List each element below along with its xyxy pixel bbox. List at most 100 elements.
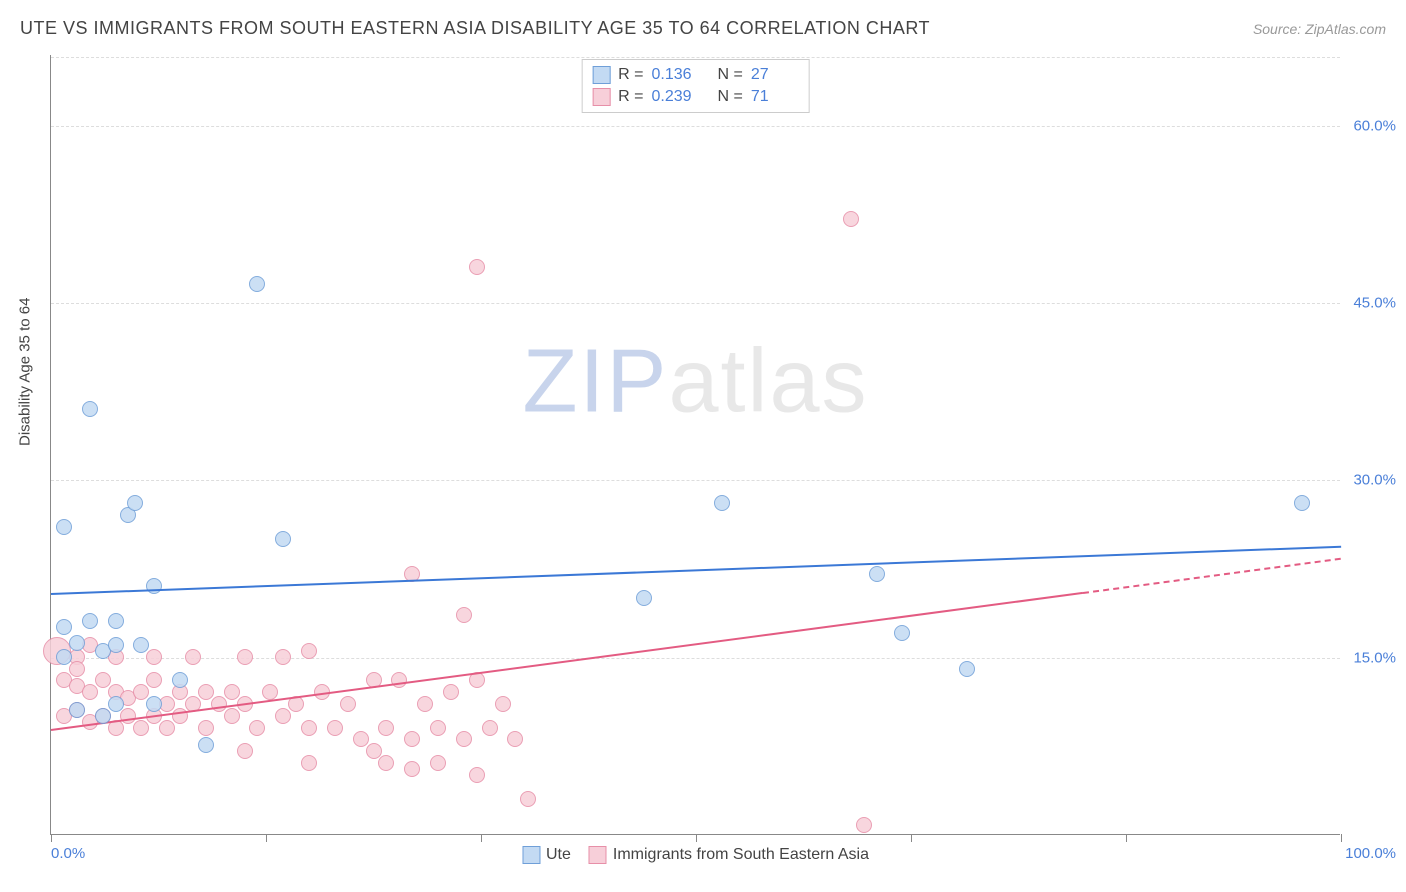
watermark: ZIPatlas (522, 331, 868, 434)
data-point-sea (301, 720, 317, 736)
regression-line-sea (51, 592, 1083, 731)
data-point-sea (495, 696, 511, 712)
data-point-ute (636, 590, 652, 606)
x-tick (1126, 834, 1127, 842)
data-point-sea (378, 720, 394, 736)
n-value-ute: 27 (751, 66, 799, 84)
data-point-sea (391, 672, 407, 688)
legend-item-sea: Immigrants from South Eastern Asia (589, 846, 869, 864)
data-point-sea (856, 817, 872, 833)
data-point-ute (172, 672, 188, 688)
legend-swatch-sea-icon (589, 846, 607, 864)
data-point-sea (146, 672, 162, 688)
data-point-sea (404, 731, 420, 747)
data-point-sea (275, 649, 291, 665)
data-point-sea (159, 720, 175, 736)
data-point-sea (237, 743, 253, 759)
data-point-sea (353, 731, 369, 747)
n-value-sea: 71 (751, 88, 799, 106)
data-point-ute (198, 737, 214, 753)
data-point-sea (430, 720, 446, 736)
data-point-sea (224, 684, 240, 700)
data-point-ute (133, 637, 149, 653)
data-point-sea (469, 767, 485, 783)
data-point-sea (146, 649, 162, 665)
data-point-ute (69, 635, 85, 651)
data-point-ute (127, 495, 143, 511)
chart-title: UTE VS IMMIGRANTS FROM SOUTH EASTERN ASI… (20, 18, 930, 39)
legend-row-sea: R = 0.239 N = 71 (592, 86, 799, 108)
legend-swatch-sea (592, 88, 610, 106)
gridline-horizontal (51, 57, 1340, 58)
data-point-sea (95, 672, 111, 688)
data-point-ute (82, 401, 98, 417)
data-point-sea (224, 708, 240, 724)
data-point-sea (327, 720, 343, 736)
legend-swatch-ute (592, 66, 610, 84)
data-point-ute (869, 566, 885, 582)
data-point-ute (69, 702, 85, 718)
data-point-sea (417, 696, 433, 712)
y-tick-label: 30.0% (1353, 472, 1396, 489)
data-point-sea (249, 720, 265, 736)
data-point-ute (108, 613, 124, 629)
data-point-sea (520, 791, 536, 807)
data-point-sea (301, 755, 317, 771)
y-axis-label: Disability Age 35 to 64 (17, 298, 34, 446)
y-tick-label: 60.0% (1353, 117, 1396, 134)
data-point-ute (894, 625, 910, 641)
x-tick (911, 834, 912, 842)
data-point-ute (95, 708, 111, 724)
source-attribution: Source: ZipAtlas.com (1253, 21, 1386, 37)
data-point-sea (366, 743, 382, 759)
regression-line-sea (1083, 557, 1341, 593)
data-point-sea (262, 684, 278, 700)
data-point-sea (843, 211, 859, 227)
data-point-sea (275, 708, 291, 724)
data-point-sea (340, 696, 356, 712)
data-point-sea (456, 731, 472, 747)
data-point-sea (82, 684, 98, 700)
data-point-sea (507, 731, 523, 747)
title-bar: UTE VS IMMIGRANTS FROM SOUTH EASTERN ASI… (20, 18, 1386, 39)
gridline-horizontal (51, 480, 1340, 481)
x-tick (1341, 834, 1342, 842)
legend-swatch-ute-icon (522, 846, 540, 864)
data-point-sea (133, 720, 149, 736)
gridline-horizontal (51, 303, 1340, 304)
y-tick-label: 45.0% (1353, 295, 1396, 312)
data-point-sea (198, 684, 214, 700)
data-point-sea (378, 755, 394, 771)
series-legend: Ute Immigrants from South Eastern Asia (522, 846, 869, 864)
r-value-ute: 0.136 (652, 66, 700, 84)
data-point-sea (482, 720, 498, 736)
data-point-sea (133, 684, 149, 700)
data-point-ute (56, 649, 72, 665)
legend-item-ute: Ute (522, 846, 571, 864)
y-tick-label: 15.0% (1353, 649, 1396, 666)
data-point-ute (146, 696, 162, 712)
data-point-sea (185, 649, 201, 665)
data-point-sea (69, 661, 85, 677)
data-point-sea (469, 259, 485, 275)
scatter-plot-area: ZIPatlas R = 0.136 N = 27 R = 0.239 N = … (50, 55, 1340, 835)
data-point-ute (275, 531, 291, 547)
x-tick-label: 0.0% (51, 845, 85, 862)
data-point-ute (714, 495, 730, 511)
data-point-sea (237, 649, 253, 665)
data-point-sea (198, 720, 214, 736)
x-tick (696, 834, 697, 842)
data-point-sea (430, 755, 446, 771)
data-point-sea (404, 761, 420, 777)
gridline-horizontal (51, 126, 1340, 127)
x-tick (481, 834, 482, 842)
data-point-ute (56, 519, 72, 535)
data-point-sea (443, 684, 459, 700)
r-value-sea: 0.239 (652, 88, 700, 106)
data-point-ute (959, 661, 975, 677)
legend-row-ute: R = 0.136 N = 27 (592, 64, 799, 86)
x-tick (51, 834, 52, 842)
data-point-sea (301, 643, 317, 659)
data-point-ute (108, 696, 124, 712)
x-tick (266, 834, 267, 842)
